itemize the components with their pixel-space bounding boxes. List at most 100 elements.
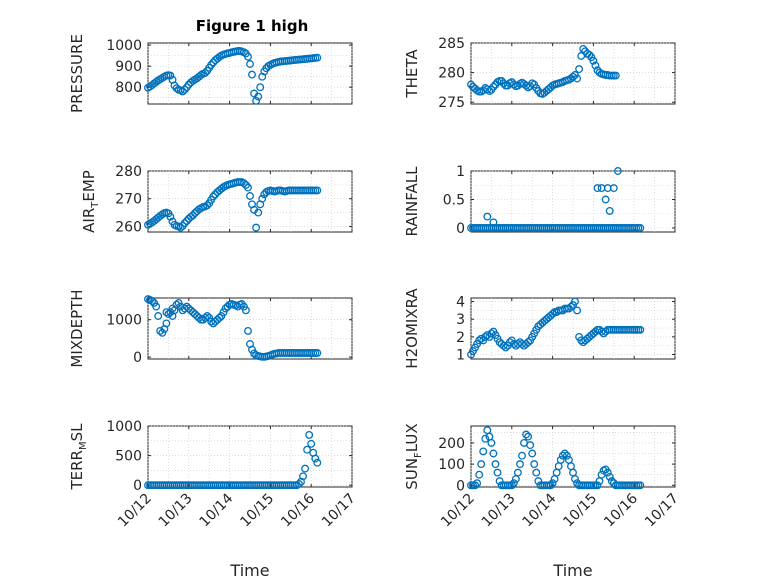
x-tick-label: 10/13 [479, 491, 519, 531]
data-point [313, 458, 322, 467]
y-tick-label: 0.5 [443, 193, 465, 209]
y-tick-label: 270 [115, 192, 142, 208]
data-point [162, 319, 171, 328]
data-point [203, 312, 212, 320]
y-tick-label: 1000 [106, 38, 142, 54]
data-point [593, 481, 602, 490]
data-point [305, 430, 314, 439]
data-point [481, 434, 490, 443]
y-tick-label: 0 [456, 221, 465, 237]
y-axis-label-rest: SL [68, 423, 86, 442]
data-point [497, 76, 506, 85]
data-point [258, 194, 267, 203]
y-tick-label: 1 [456, 164, 465, 180]
x-tick-label: 10/15 [237, 491, 277, 531]
data-point [148, 297, 157, 305]
y-tick-label: 500 [115, 449, 142, 465]
data-point [567, 302, 575, 311]
y-tick-label: 900 [115, 59, 142, 75]
data-point [489, 218, 498, 227]
data-point [211, 190, 220, 199]
data-point [548, 479, 557, 488]
y-axis-label: TERRMSL [68, 423, 89, 491]
data-point [180, 219, 189, 228]
subplot-rainfall: 0 0.5 1 RAINFALL [403, 164, 676, 237]
data-point [152, 302, 161, 311]
data-point [501, 343, 510, 352]
data-point [244, 52, 252, 61]
data-point [575, 65, 584, 74]
data-point [178, 87, 187, 96]
data-point [613, 167, 622, 175]
data-point [483, 331, 492, 340]
data-point [571, 475, 579, 483]
data-point [156, 326, 165, 335]
y-tick-label: 275 [438, 95, 465, 111]
data-point [154, 312, 163, 320]
y-axis-label: RAINFALL [403, 166, 421, 237]
y-axis-label-subscript: T [90, 201, 101, 209]
y-tick-label: 200 [438, 436, 465, 452]
data-point [593, 184, 602, 193]
data-point [201, 313, 210, 322]
data-point [534, 477, 543, 486]
y-axis-label-rest: EMP [80, 170, 98, 201]
data-point [495, 477, 504, 486]
data-point [556, 455, 565, 464]
y-tick-label: 0 [133, 478, 142, 494]
data-point [579, 44, 588, 53]
data-point [475, 336, 484, 345]
data-point [307, 439, 316, 448]
data-point [548, 309, 557, 318]
data-point [518, 451, 526, 460]
data-point [479, 447, 488, 456]
y-axis-label: THETA [403, 49, 421, 99]
data-point [166, 212, 175, 221]
x-axis-label: Time [229, 561, 269, 580]
data-point [636, 325, 645, 334]
data-point [188, 211, 197, 220]
subplot-mixdepth: 0 1000 MIXDEPTH [68, 289, 353, 368]
x-tick-label: 10/17 [642, 491, 682, 531]
data-point [558, 451, 567, 460]
data-point [246, 192, 254, 200]
y-tick-label: 100 [438, 457, 465, 473]
data-point [205, 313, 214, 322]
data-point [573, 74, 582, 83]
data-point [524, 338, 533, 347]
x-tick-label: 10/13 [156, 491, 196, 531]
x-axis-label: Time [552, 561, 592, 580]
data-point [303, 445, 312, 454]
data-point [509, 479, 518, 488]
data-point [182, 216, 191, 225]
subplot-sunflux: 0 100 200 SUNFLUX 10/12 10/13 10/14 10/15 10/16 1… [403, 423, 682, 580]
y-tick-label: 280 [438, 66, 465, 82]
x-tick-label: 10/17 [319, 491, 359, 531]
data-point [252, 96, 261, 105]
data-point [499, 341, 508, 350]
data-point [166, 71, 175, 80]
data-point [201, 68, 210, 77]
data-point [176, 223, 185, 232]
y-tick-label: 800 [115, 80, 142, 96]
data-point [239, 179, 248, 188]
data-point [215, 313, 224, 322]
subplot-h2omixra: 1 2 34 H2OMIXRA [403, 288, 676, 369]
data-point [467, 80, 475, 89]
subplot-airtemp: 260 270 280 AIRTEMP [80, 164, 353, 235]
data-point [513, 468, 522, 477]
y-axis-label: AIRTEMP [80, 170, 101, 233]
data-point [248, 345, 256, 354]
data-point [562, 451, 571, 460]
x-tick-label: 10/16 [601, 490, 641, 530]
y-tick-label: 280 [115, 164, 142, 180]
data-point [217, 312, 226, 320]
data-point [313, 349, 322, 357]
data-point [636, 481, 645, 490]
data-point [546, 481, 555, 490]
data-point [603, 468, 612, 477]
x-tick-label: 10/14 [520, 490, 560, 530]
data-point [522, 430, 531, 439]
data-point [299, 472, 307, 481]
